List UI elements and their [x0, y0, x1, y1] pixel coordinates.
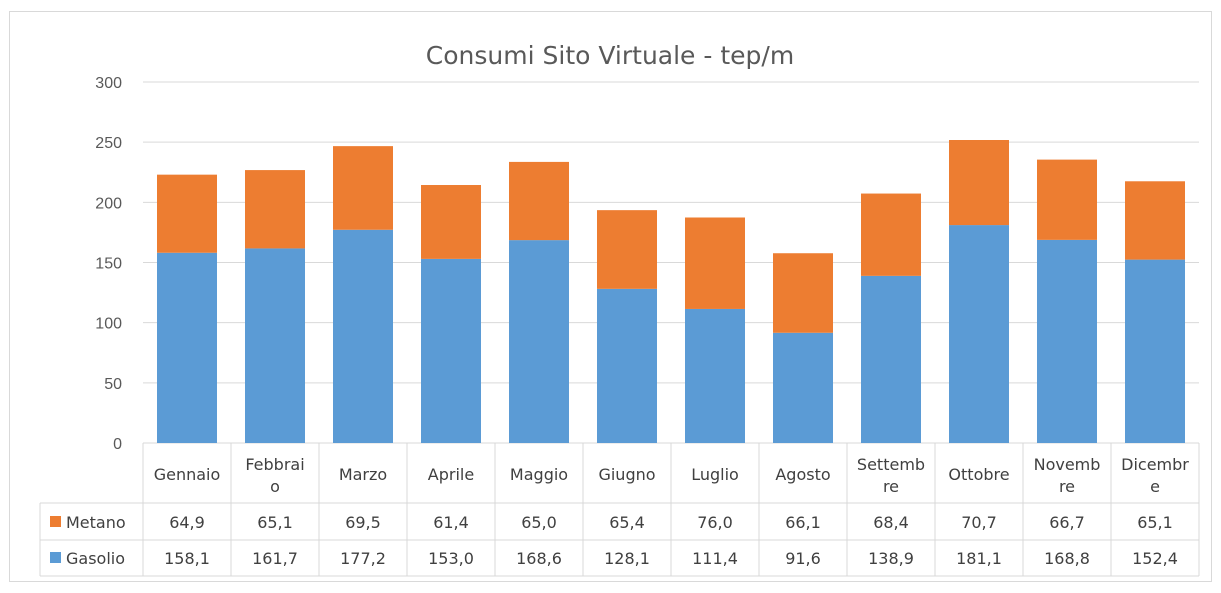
table-cell-value: 128,1	[604, 549, 650, 568]
bar-metano	[597, 210, 657, 289]
table-cell-value: 61,4	[433, 513, 469, 532]
bar-gasolio	[245, 248, 305, 443]
bar-gasolio	[1125, 259, 1185, 443]
y-tick-label: 250	[95, 135, 122, 152]
bar-metano	[157, 174, 217, 253]
category-label: Febbrai o	[245, 455, 304, 496]
category-label-line: re	[883, 477, 899, 496]
legend-label: Gasolio	[66, 549, 125, 568]
bar-metano	[421, 185, 481, 259]
y-tick-label: 50	[104, 376, 122, 393]
legend-key-gasolio	[50, 552, 61, 563]
category-label-line: Novemb	[1034, 455, 1101, 474]
table-cell-value: 68,4	[873, 513, 909, 532]
table-cell-value: 158,1	[164, 549, 210, 568]
table-cell-value: 152,4	[1132, 549, 1178, 568]
bar-metano	[1037, 159, 1097, 240]
legend-label: Metano	[66, 513, 126, 532]
table-cell-value: 138,9	[868, 549, 914, 568]
bar-gasolio	[773, 332, 833, 443]
bar-gasolio	[597, 288, 657, 443]
bar-gasolio	[421, 258, 481, 443]
bar-metano	[245, 170, 305, 249]
table-cell-value: 65,0	[521, 513, 557, 532]
y-tick-label: 200	[95, 195, 122, 212]
category-label-line: Dicembr	[1121, 455, 1189, 474]
y-axis: 0 50 100 150 200 250 300	[95, 75, 122, 453]
bar-metano	[1125, 181, 1185, 260]
category-label: Luglio	[691, 465, 739, 484]
bar-metano	[333, 146, 393, 230]
y-tick-label: 300	[95, 75, 122, 92]
category-label: Settemb re	[857, 455, 925, 496]
bars	[157, 140, 1185, 443]
y-tick-label: 100	[95, 316, 122, 333]
category-label: Maggio	[510, 465, 568, 484]
legend-key-metano	[50, 516, 61, 527]
category-label: Dicembr e	[1121, 455, 1189, 496]
bar-metano	[861, 193, 921, 276]
y-tick-label: 150	[95, 256, 122, 273]
category-label: Novemb re	[1034, 455, 1101, 496]
category-label: Aprile	[428, 465, 474, 484]
bar-gasolio	[949, 225, 1009, 443]
chart-title: Consumi Sito Virtuale - tep/m	[426, 41, 794, 70]
table-cell-value: 91,6	[785, 549, 821, 568]
y-tick-label: 0	[113, 436, 122, 453]
table-cell-value: 168,8	[1044, 549, 1090, 568]
category-label: Ottobre	[948, 465, 1009, 484]
category-label-line: Settemb	[857, 455, 925, 474]
table-cell-value: 177,2	[340, 549, 386, 568]
category-label: Gennaio	[154, 465, 221, 484]
table-cell-value: 66,7	[1049, 513, 1085, 532]
table-cell-value: 65,4	[609, 513, 645, 532]
table-cell-value: 66,1	[785, 513, 821, 532]
category-label-line: re	[1059, 477, 1075, 496]
table-cell-value: 168,6	[516, 549, 562, 568]
category-label: Giugno	[598, 465, 655, 484]
bar-gasolio	[157, 252, 217, 443]
bar-gasolio	[509, 240, 569, 443]
category-label-line: o	[270, 477, 280, 496]
bar-metano	[509, 161, 569, 241]
table-cell-value: 111,4	[692, 549, 738, 568]
category-label: Marzo	[339, 465, 387, 484]
bar-metano	[949, 140, 1009, 226]
category-label-line: Febbrai	[245, 455, 304, 474]
category-label-line: e	[1150, 477, 1160, 496]
bar-gasolio	[333, 229, 393, 443]
category-label: Agosto	[775, 465, 830, 484]
table-cell-value: 153,0	[428, 549, 474, 568]
bar-gasolio	[861, 275, 921, 443]
bar-gasolio	[685, 308, 745, 443]
bar-metano	[773, 253, 833, 333]
table-cell-value: 65,1	[1137, 513, 1173, 532]
table-cell-value: 65,1	[257, 513, 293, 532]
table-cell-value: 64,9	[169, 513, 205, 532]
bar-gasolio	[1037, 239, 1097, 443]
bar-metano	[685, 217, 745, 309]
table-cell-value: 181,1	[956, 549, 1002, 568]
table-cell-value: 70,7	[961, 513, 997, 532]
table-cell-value: 161,7	[252, 549, 298, 568]
data-table: Gennaio Febbrai o Marzo Aprile Maggio Giugno Lu…	[39, 443, 1200, 577]
table-cell-value: 69,5	[345, 513, 381, 532]
table-cell-value: 76,0	[697, 513, 733, 532]
